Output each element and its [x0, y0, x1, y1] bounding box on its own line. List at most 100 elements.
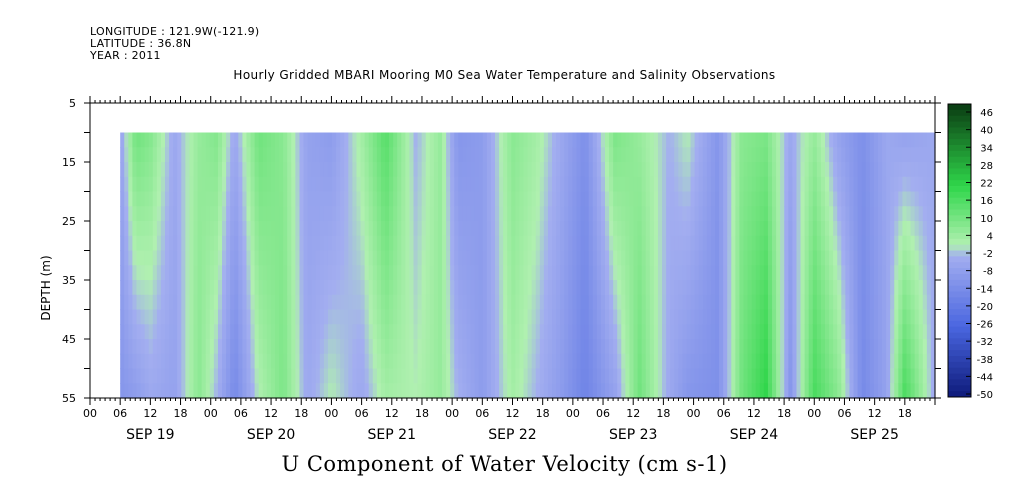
heatmap-cell: [385, 191, 390, 207]
heatmap-cell: [547, 368, 553, 384]
heatmap-cell: [706, 339, 712, 355]
heatmap-cell: [519, 132, 525, 148]
heatmap-cell: [914, 280, 920, 296]
heatmap-cell: [715, 294, 720, 311]
heatmap-cell: [490, 162, 496, 178]
heatmap-cell: [698, 191, 704, 207]
heatmap-cell: [222, 147, 227, 163]
heatmap-cell: [690, 368, 696, 384]
heatmap-cell: [315, 353, 321, 370]
heatmap-cell: [564, 294, 569, 311]
heatmap-cell: [283, 324, 288, 340]
heatmap-cell: [759, 221, 765, 237]
heatmap-cell: [621, 383, 626, 399]
heatmap-cell: [857, 265, 863, 281]
heatmap-cell: [539, 191, 545, 207]
heatmap-cell: [421, 368, 427, 384]
heatmap-cell: [152, 339, 158, 355]
heatmap-cell: [401, 309, 406, 325]
heatmap-cell: [368, 265, 374, 281]
heatmap-cell: [364, 250, 370, 266]
x-tick-label: 06: [234, 407, 248, 420]
heatmap-cell: [136, 353, 142, 370]
heatmap-cell: [462, 265, 468, 281]
heatmap-cell: [580, 309, 586, 325]
heatmap-cell: [189, 250, 195, 266]
heatmap-cell: [930, 235, 936, 252]
heatmap-cell: [136, 132, 142, 148]
heatmap-cell: [556, 324, 561, 340]
heatmap-cell: [503, 147, 508, 163]
heatmap-cell: [405, 324, 411, 340]
heatmap-cell: [804, 280, 810, 296]
heatmap-cell: [425, 339, 431, 355]
heatmap-cell: [454, 235, 459, 252]
heatmap-cell: [156, 309, 162, 325]
heatmap-cell: [702, 339, 708, 355]
heatmap-cell: [873, 176, 879, 193]
heatmap-cell: [845, 324, 851, 340]
heatmap-cell: [613, 147, 618, 163]
heatmap-cell: [706, 324, 712, 340]
heatmap-cell: [694, 368, 700, 384]
heatmap-cell: [482, 294, 488, 311]
heatmap-cell: [462, 176, 468, 193]
heatmap-cell: [332, 191, 337, 207]
heatmap-cell: [372, 309, 378, 325]
heatmap-cell: [132, 132, 138, 148]
heatmap-cell: [751, 353, 757, 370]
heatmap-cell: [719, 383, 724, 399]
heatmap-cell: [910, 250, 916, 266]
heatmap-cell: [890, 191, 895, 207]
heatmap-cell: [592, 221, 598, 237]
heatmap-cell: [694, 176, 700, 193]
heatmap-cell: [739, 368, 745, 384]
heatmap-cell: [584, 191, 590, 207]
x-tick-label: 12: [264, 407, 278, 420]
heatmap-cell: [299, 353, 305, 370]
heatmap-cell: [234, 368, 239, 384]
heatmap-cell: [910, 368, 916, 384]
heatmap-cell: [470, 235, 476, 252]
heatmap-cell: [926, 280, 932, 296]
heatmap-cell: [596, 147, 602, 163]
heatmap-cell: [279, 132, 284, 148]
heatmap-cell: [425, 206, 431, 222]
heatmap-cell: [674, 294, 679, 311]
heatmap-cell: [914, 368, 920, 384]
heatmap-cell: [393, 383, 398, 399]
heatmap-cell: [181, 280, 186, 296]
heatmap-cell: [482, 206, 488, 222]
heatmap-cell: [621, 353, 626, 370]
heatmap-cell: [674, 383, 679, 399]
heatmap-cell: [535, 294, 541, 311]
heatmap-cell: [621, 294, 626, 311]
heatmap-cell: [556, 250, 561, 266]
heatmap-cell: [653, 147, 659, 163]
heatmap-cell: [710, 324, 716, 340]
heatmap-cell: [226, 368, 231, 384]
heatmap-cell: [152, 383, 158, 399]
heatmap-cell: [515, 353, 521, 370]
x-day-label: SEP 21: [368, 427, 416, 443]
heatmap-cell: [197, 221, 203, 237]
heatmap-cell: [698, 294, 704, 311]
heatmap-cell: [910, 339, 916, 355]
heatmap-cell: [319, 265, 325, 281]
heatmap-cell: [894, 132, 899, 148]
heatmap-cell: [217, 324, 223, 340]
heatmap-cell: [882, 324, 887, 340]
heatmap-cell: [906, 294, 912, 311]
heatmap-cell: [625, 176, 631, 193]
heatmap-cell: [898, 339, 903, 355]
heatmap-cell: [295, 353, 301, 370]
colorbar-segment: [948, 186, 971, 193]
heatmap-cell: [332, 250, 337, 266]
heatmap-cell: [246, 162, 252, 178]
heatmap-cell: [160, 339, 166, 355]
heatmap-cell: [177, 176, 182, 193]
heatmap-cell: [385, 132, 390, 148]
heatmap-cell: [274, 132, 280, 148]
heatmap-cell: [185, 191, 191, 207]
heatmap-cell: [429, 353, 435, 370]
